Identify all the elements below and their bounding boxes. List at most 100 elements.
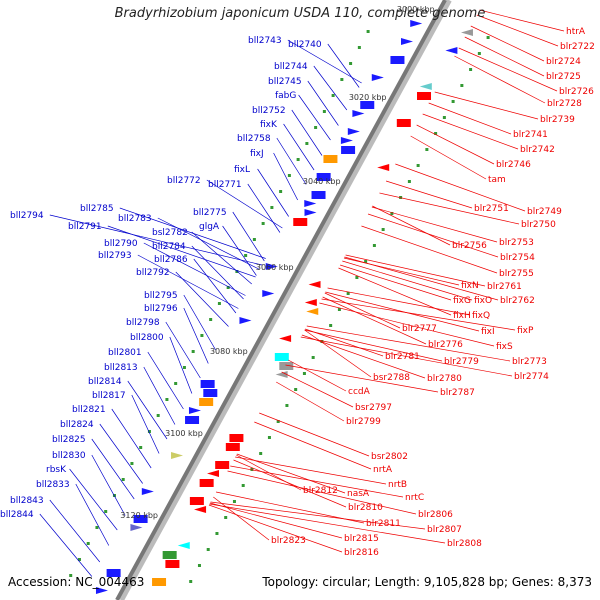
right-leader-line: [327, 287, 471, 316]
right-leader-line: [285, 364, 439, 393]
left-leader-line: [99, 423, 143, 484]
left-gene-label: bll2771: [208, 180, 242, 190]
left-gene-label: bll2825: [52, 435, 86, 445]
right-leader-line: [325, 291, 480, 332]
left-gene-label: bll2743: [248, 36, 282, 46]
right-gene-label: blr2781: [385, 352, 420, 362]
left-gene-label: fixK: [260, 120, 278, 130]
gene-block: [341, 146, 356, 154]
right-leader-line: [476, 14, 559, 47]
right-gene-label: blr2756: [452, 241, 487, 251]
gene-block: [162, 551, 177, 559]
right-leader-line: [324, 292, 401, 329]
marker-dot: [86, 542, 90, 545]
gene-block: [293, 218, 308, 226]
marker-dot: [340, 78, 344, 81]
left-gene-label: bll2844: [0, 510, 34, 520]
marker-dot: [390, 212, 394, 215]
left-leader-line: [283, 123, 315, 171]
left-leader-line: [75, 483, 110, 546]
marker-dot: [241, 484, 245, 487]
left-leader-line: [183, 294, 216, 351]
right-gene-label: bsr2802: [371, 452, 408, 462]
gene-arrow: [410, 20, 423, 27]
right-gene-label: blr2823: [271, 536, 306, 546]
left-leader-line: [191, 231, 252, 285]
gene-block: [360, 101, 375, 109]
marker-dot: [366, 30, 370, 33]
right-leader-line: [300, 336, 513, 377]
right-gene-label: blr2787: [440, 388, 475, 398]
left-gene-label: bll2795: [144, 291, 178, 301]
marker-dot: [320, 340, 324, 343]
marker-dot: [244, 254, 248, 257]
left-gene-label: bll2791: [68, 222, 102, 232]
left-leader-line: [165, 321, 201, 379]
right-gene-label: nrtA: [373, 465, 393, 475]
right-leader-line: [428, 102, 512, 135]
gene-arrow: [188, 407, 201, 414]
right-gene-label: blr2742: [520, 145, 555, 155]
scale-layer: 3000 kbp 3020 kbp 3040 kbp 3060 kbp 3080 kbp…: [120, 5, 434, 520]
left-gene-label: fixJ: [250, 149, 264, 159]
right-leader-line: [230, 465, 404, 498]
left-gene-label: bll2740: [288, 40, 322, 50]
right-gene-label: fixG: [453, 296, 471, 306]
marker-dot: [460, 84, 464, 87]
gene-block: [417, 92, 432, 100]
marker-dot: [329, 324, 333, 327]
left-leader-line: [69, 468, 118, 531]
right-gene-label: blr2751: [474, 204, 509, 214]
gene-block: [311, 191, 326, 199]
marker-dot: [147, 430, 151, 433]
left-leader-line: [273, 152, 298, 201]
right-gene-label: blr2799: [346, 417, 381, 427]
left-gene-label: bll2843: [10, 496, 44, 506]
page-title: Bradyrhizobium japonicum USDA 110, compl…: [114, 6, 486, 21]
left-leader-line: [291, 109, 323, 156]
right-gene-label: blr2807: [427, 525, 462, 535]
gene-arrow: [419, 83, 432, 90]
gene-block: [203, 389, 218, 397]
marker-dot: [232, 500, 236, 503]
marker-dot: [279, 190, 283, 193]
left-leader-line: [287, 39, 362, 84]
scale-label: 3080 kbp: [210, 347, 248, 356]
right-leader-line: [209, 502, 343, 539]
right-leader-line: [305, 328, 384, 357]
marker-dot: [95, 526, 99, 529]
scale-label: 3100 kbp: [165, 429, 203, 438]
right-leader-line: [259, 412, 370, 457]
gene-block: [323, 155, 338, 163]
left-leader-line: [111, 408, 152, 469]
gene-arrow: [239, 317, 252, 324]
gene-block: [274, 353, 289, 361]
right-gene-label: fixQ: [472, 311, 490, 321]
marker-dot: [197, 564, 201, 567]
left-leader-line: [39, 513, 93, 577]
gene-arrow: [265, 263, 278, 270]
marker-dot: [331, 94, 335, 97]
gene-arrow: [347, 128, 360, 135]
left-gene-label: bll2786: [154, 255, 188, 265]
right-leader-line: [304, 329, 372, 378]
marker-dot: [287, 174, 291, 177]
left-gene-label: bll2830: [52, 451, 86, 461]
right-leader-line: [209, 503, 446, 544]
gene-arrow: [95, 587, 108, 594]
gene-arrow: [401, 38, 414, 45]
left-leader-line: [313, 65, 348, 111]
right-leader-line: [395, 163, 526, 212]
right-gene-label: blr2806: [418, 510, 453, 520]
right-leader-line: [410, 135, 487, 180]
gene-arrow: [306, 308, 319, 315]
right-gene-label: htrA: [566, 27, 586, 37]
right-leader-line: [254, 421, 372, 470]
left-leader-line: [147, 351, 184, 410]
right-leader-line: [416, 124, 495, 165]
left-leader-line: [131, 394, 160, 454]
right-gene-label: blr2726: [559, 87, 594, 97]
right-gene-label: blr2777: [402, 324, 437, 334]
marker-dot: [285, 404, 289, 407]
right-gene-label: blr2774: [514, 372, 549, 382]
